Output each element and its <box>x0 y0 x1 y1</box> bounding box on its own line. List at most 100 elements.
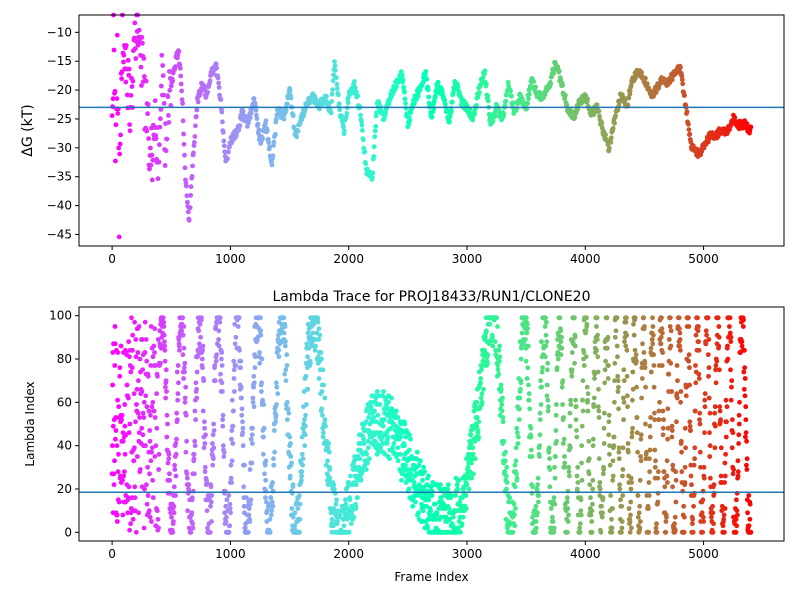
lambda-point <box>613 328 619 334</box>
lambda-point <box>320 434 326 440</box>
delta-g-point <box>333 67 338 73</box>
lambda-point <box>736 421 742 427</box>
lambda-point <box>528 425 534 431</box>
lambda-point <box>544 319 549 325</box>
y-tick-label: −35 <box>47 170 72 184</box>
lambda-point <box>586 438 592 444</box>
lambda-point <box>288 441 293 446</box>
lambda-point <box>133 337 139 342</box>
lambda-point <box>526 391 532 397</box>
lambda-point <box>199 356 205 362</box>
lambda-point <box>595 354 601 360</box>
lambda-point <box>606 363 611 368</box>
lambda-point <box>709 514 714 520</box>
lambda-point <box>218 371 223 377</box>
lambda-point <box>547 467 553 472</box>
lambda-point <box>730 417 735 423</box>
lambda-point <box>638 454 643 459</box>
lambda-point <box>228 462 234 468</box>
lambda-point <box>681 529 687 535</box>
lambda-point <box>150 495 156 501</box>
lambda-point <box>140 410 146 416</box>
lambda-point <box>702 391 708 397</box>
lambda-point <box>454 482 460 488</box>
lambda-point <box>420 508 426 514</box>
delta-g-point <box>556 68 562 74</box>
lambda-point <box>648 369 654 375</box>
lambda-point <box>705 315 711 321</box>
lambda-point <box>655 499 661 505</box>
x-tick-label: 1000 <box>215 252 246 266</box>
delta-g-point <box>126 66 132 72</box>
lambda-point <box>147 514 153 520</box>
lambda-point <box>711 482 717 488</box>
lambda-point <box>707 410 713 416</box>
lambda-point <box>610 458 616 464</box>
lambda-point <box>281 315 287 321</box>
lambda-point <box>666 371 672 377</box>
lambda-point <box>143 393 149 399</box>
lambda-point <box>200 347 206 353</box>
lambda-point <box>150 399 156 405</box>
delta-g-point <box>248 110 254 116</box>
lambda-point <box>630 369 636 375</box>
lambda-point <box>559 384 565 390</box>
lambda-point <box>261 434 266 440</box>
lambda-point <box>201 378 207 384</box>
lambda-point <box>468 432 474 438</box>
lambda-point <box>565 529 570 535</box>
lambda-point <box>189 495 195 501</box>
lambda-point <box>331 486 337 492</box>
lambda-point <box>363 467 369 472</box>
lambda-point <box>321 430 326 436</box>
lambda-point <box>164 434 170 440</box>
lambda-point <box>524 321 530 327</box>
lambda-point <box>164 389 169 394</box>
delta-g-point <box>181 131 187 137</box>
lambda-point <box>722 480 727 485</box>
lambda-point <box>113 436 118 442</box>
lambda-point <box>588 495 593 501</box>
lambda-point <box>745 510 750 516</box>
lambda-point <box>227 523 233 529</box>
lambda-point <box>665 480 670 485</box>
delta-g-point <box>407 118 413 123</box>
lambda-point <box>715 315 721 321</box>
lambda-point <box>147 428 153 433</box>
lambda-point <box>228 510 234 516</box>
lambda-point <box>539 339 544 345</box>
lambda-point <box>513 506 518 511</box>
lambda-point <box>652 464 658 470</box>
lambda-point <box>190 525 196 531</box>
delta-g-point <box>110 96 116 102</box>
lambda-point <box>682 480 688 485</box>
delta-g-point <box>472 111 477 117</box>
lambda-point <box>668 343 674 349</box>
lambda-point <box>742 376 748 381</box>
x-tick-label: 1000 <box>215 547 246 561</box>
lambda-point <box>250 395 256 401</box>
lambda-point <box>162 339 167 345</box>
delta-g-point <box>287 88 293 93</box>
lambda-point <box>620 445 626 451</box>
lambda-point <box>686 352 692 358</box>
lambda-point <box>163 367 169 373</box>
lambda-point <box>124 382 130 388</box>
lambda-point <box>126 484 132 490</box>
lambda-point <box>692 408 698 414</box>
lambda-point <box>697 417 702 423</box>
lambda-point <box>632 315 638 321</box>
lambda-point <box>182 399 188 405</box>
lambda-point <box>202 469 208 475</box>
lambda-point <box>696 347 702 353</box>
lambda-point <box>241 503 247 509</box>
lambda-point <box>596 386 601 392</box>
lambda-point <box>194 395 200 401</box>
lambda-point <box>736 432 742 438</box>
lambda-point <box>155 373 160 379</box>
lambda-point <box>498 386 504 392</box>
lambda-point <box>629 430 635 436</box>
lambda-point <box>141 415 147 420</box>
lambda-point <box>639 376 645 381</box>
lambda-point <box>335 508 341 514</box>
